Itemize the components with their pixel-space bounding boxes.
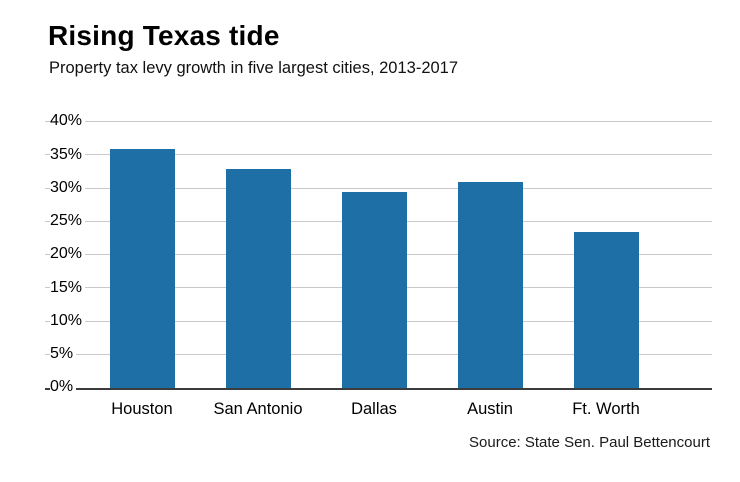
- y-axis-tick-label: 15%: [50, 278, 86, 297]
- gridline: [45, 154, 712, 156]
- y-axis-tick-label: 40%: [50, 112, 86, 131]
- bar-cell: [92, 122, 192, 388]
- gridline: [45, 187, 712, 189]
- y-axis-tick-label: 5%: [50, 345, 77, 363]
- source-note: Source: State Sen. Paul Bettencourt: [469, 434, 710, 451]
- page-title: Rising Texas tide: [48, 20, 280, 51]
- category-label: Austin: [467, 400, 513, 418]
- bar-cell: [556, 122, 656, 388]
- plot-area: 0% 5% 10% 15% 20% 25% 30% 35% 40%: [45, 112, 712, 397]
- bar-houston: [109, 148, 175, 388]
- bar-cell: [324, 122, 424, 388]
- y-axis-tick-label: 20%: [50, 245, 86, 264]
- bar-ft-worth: [573, 231, 639, 388]
- bars-container: [45, 122, 712, 388]
- category-label: Houston: [111, 400, 173, 418]
- y-axis-tick-label: 35%: [50, 145, 86, 164]
- category-label: Dallas: [351, 400, 397, 418]
- category-label: Ft. Worth: [572, 400, 640, 418]
- bar-cell: [440, 122, 540, 388]
- bar-dallas: [341, 191, 407, 388]
- bar-cell: [208, 122, 308, 388]
- x-axis-labels: Houston San Antonio Dallas Austin Ft. Worth: [45, 399, 712, 420]
- y-axis-tick-label: 0%: [50, 378, 77, 397]
- y-axis-tick-label: 30%: [50, 178, 86, 197]
- bar-san-antonio: [225, 168, 291, 388]
- category-label: San Antonio: [213, 400, 303, 418]
- y-axis-tick-label: 10%: [50, 311, 86, 330]
- bar-chart: 0% 5% 10% 15% 20% 25% 30% 35% 40% Houston San Ant…: [45, 112, 712, 462]
- chart-subtitle: Property tax levy growth in five largest…: [49, 59, 459, 77]
- y-axis-tick-label: 25%: [50, 212, 86, 230]
- gridline: [45, 121, 712, 122]
- bar-austin: [457, 181, 523, 388]
